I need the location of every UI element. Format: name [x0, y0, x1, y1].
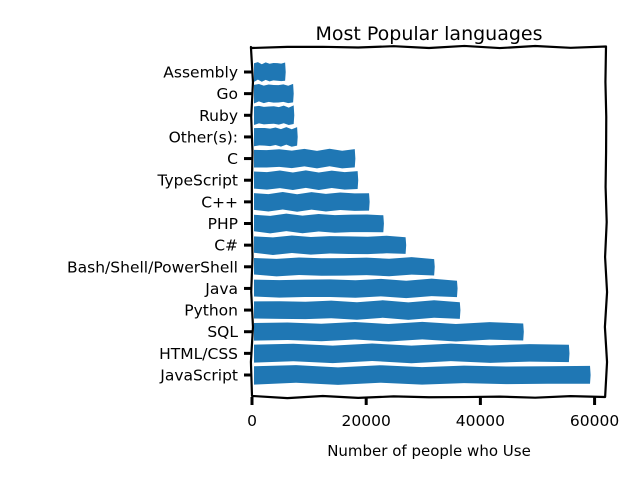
x-tick-label: 20000 — [342, 412, 391, 430]
bar — [254, 365, 591, 385]
x-tick-label: 40000 — [456, 412, 505, 430]
y-tick-label: C — [227, 150, 238, 168]
y-tick-label: Other(s): — [169, 128, 238, 146]
bar — [254, 321, 524, 342]
bar — [254, 192, 370, 212]
y-tick-label: Bash/Shell/PowerShell — [67, 258, 238, 276]
y-tick-label: C++ — [201, 193, 238, 211]
bar — [254, 300, 461, 320]
y-tick-label: SQL — [207, 323, 238, 341]
y-axis-ticks: JavaScript HTML/CSS SQL Python Java Bash/Shel… — [67, 64, 252, 385]
y-tick-label: JavaScript — [159, 367, 238, 385]
bar — [254, 148, 356, 169]
bar — [254, 278, 458, 299]
bar — [254, 343, 570, 364]
x-axis-ticks: 0 20000 40000 60000 — [247, 397, 619, 430]
axes-layer — [249, 44, 609, 400]
y-tick-label: Python — [184, 302, 238, 320]
chart-title: Most Popular languages — [315, 23, 542, 45]
bar — [254, 127, 298, 147]
bars-layer — [254, 62, 591, 385]
y-tick-label: Assembly — [163, 64, 238, 82]
y-tick-label: Go — [217, 85, 239, 103]
y-tick-label: TypeScript — [156, 172, 238, 190]
bar — [254, 257, 435, 277]
y-tick-label: HTML/CSS — [159, 345, 238, 363]
x-tick-label: 0 — [247, 412, 257, 430]
y-tick-label: C# — [214, 237, 238, 255]
bar — [254, 62, 286, 82]
bar — [254, 170, 359, 191]
bar — [254, 213, 384, 234]
y-tick-label: Ruby — [199, 107, 238, 125]
bar — [254, 105, 295, 126]
bar — [254, 235, 407, 255]
plot-frame — [249, 44, 609, 400]
bar — [254, 83, 294, 104]
x-axis-label: Number of people who Use — [327, 442, 531, 460]
y-tick-label: Java — [204, 280, 238, 298]
y-tick-label: PHP — [208, 215, 238, 233]
x-tick-label: 60000 — [570, 412, 619, 430]
